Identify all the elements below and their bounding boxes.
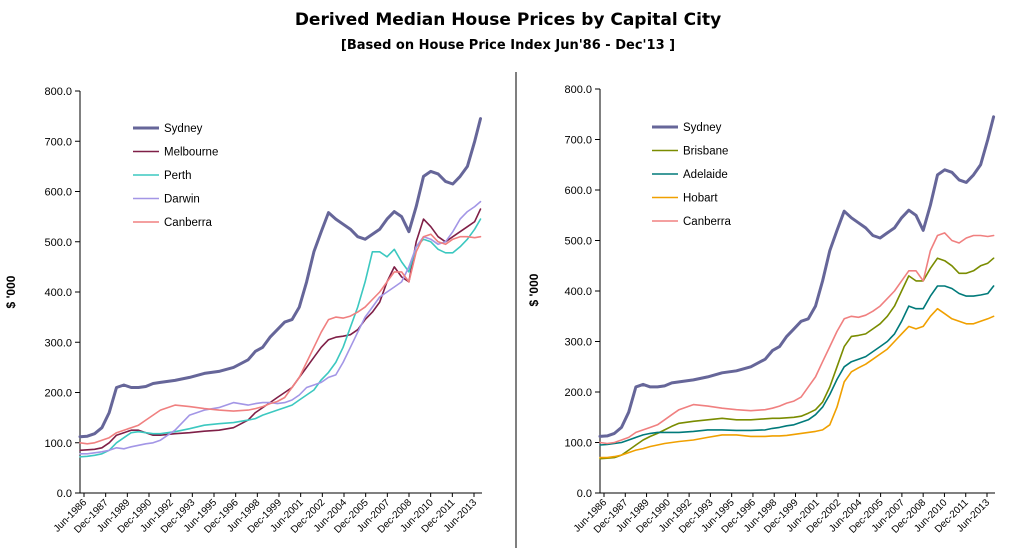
chart-subtitle: [Based on House Price Index Jun'86 - Dec… — [340, 38, 676, 53]
panel2-legend-label-hobart: Hobart — [683, 193, 718, 205]
panel1-y-tick-label: 400.0 — [44, 287, 72, 299]
panel1-y-tick-label: 200.0 — [44, 388, 72, 400]
panel2-y-tick-label: 400.0 — [564, 286, 592, 298]
panel-divider — [515, 72, 517, 548]
panel1-legend-label-canberra: Canberra — [164, 217, 213, 229]
panel2-y-tick-label: 500.0 — [564, 236, 592, 248]
panel2-series-line-brisbane — [599, 257, 995, 460]
panel2-legend-label-canberra: Canberra — [683, 216, 732, 228]
panel1-legend-label-sydney: Sydney — [164, 123, 203, 135]
panel1-series-line-sydney — [78, 117, 482, 439]
panel1-y-axis-label: $ '000 — [4, 275, 18, 308]
panel1-y-tick-label: 700.0 — [44, 136, 72, 148]
panel2-series-line-sydney — [598, 115, 996, 438]
chart-title: Derived Median House Prices by Capital C… — [294, 10, 722, 30]
panel1-legend-label-darwin: Darwin — [164, 194, 200, 206]
panel2-y-tick-label: 600.0 — [564, 185, 592, 197]
panel1-y-tick-label: 300.0 — [44, 337, 72, 349]
panel1-series-line-perth — [79, 218, 482, 458]
panel2-legend-label-adelaide: Adelaide — [683, 169, 728, 181]
panel2-series-line-canberra — [599, 232, 995, 445]
panel2-legend-label-sydney: Sydney — [683, 122, 722, 134]
panel2-series-line-hobart — [599, 307, 995, 459]
panel1-y-tick-label: 600.0 — [44, 187, 72, 199]
panel1-y-tick-label: 100.0 — [44, 438, 72, 450]
panel2-series-line-adelaide — [599, 285, 995, 446]
panel1-legend-label-melbourne: Melbourne — [164, 147, 218, 159]
panel1-series-line-melbourne — [79, 208, 482, 452]
panel1-y-tick-label: 800.0 — [44, 86, 72, 98]
panel2-legend-label-brisbane: Brisbane — [683, 146, 728, 158]
panel1-y-tick-label: 0.0 — [57, 488, 72, 500]
panel2-y-tick-label: 700.0 — [564, 135, 592, 147]
panel1-y-tick-label: 500.0 — [44, 237, 72, 249]
panel2-y-tick-label: 300.0 — [564, 337, 592, 349]
panel2-y-tick-label: 200.0 — [564, 387, 592, 399]
panel1-legend-label-perth: Perth — [164, 170, 192, 182]
panel2-y-tick-label: 100.0 — [564, 438, 592, 450]
panel2-y-tick-label: 0.0 — [577, 488, 592, 500]
panel2-y-axis-label: $ '000 — [527, 273, 541, 306]
panel2-y-tick-label: 800.0 — [564, 84, 592, 96]
panel1-series-line-canberra — [79, 233, 482, 445]
